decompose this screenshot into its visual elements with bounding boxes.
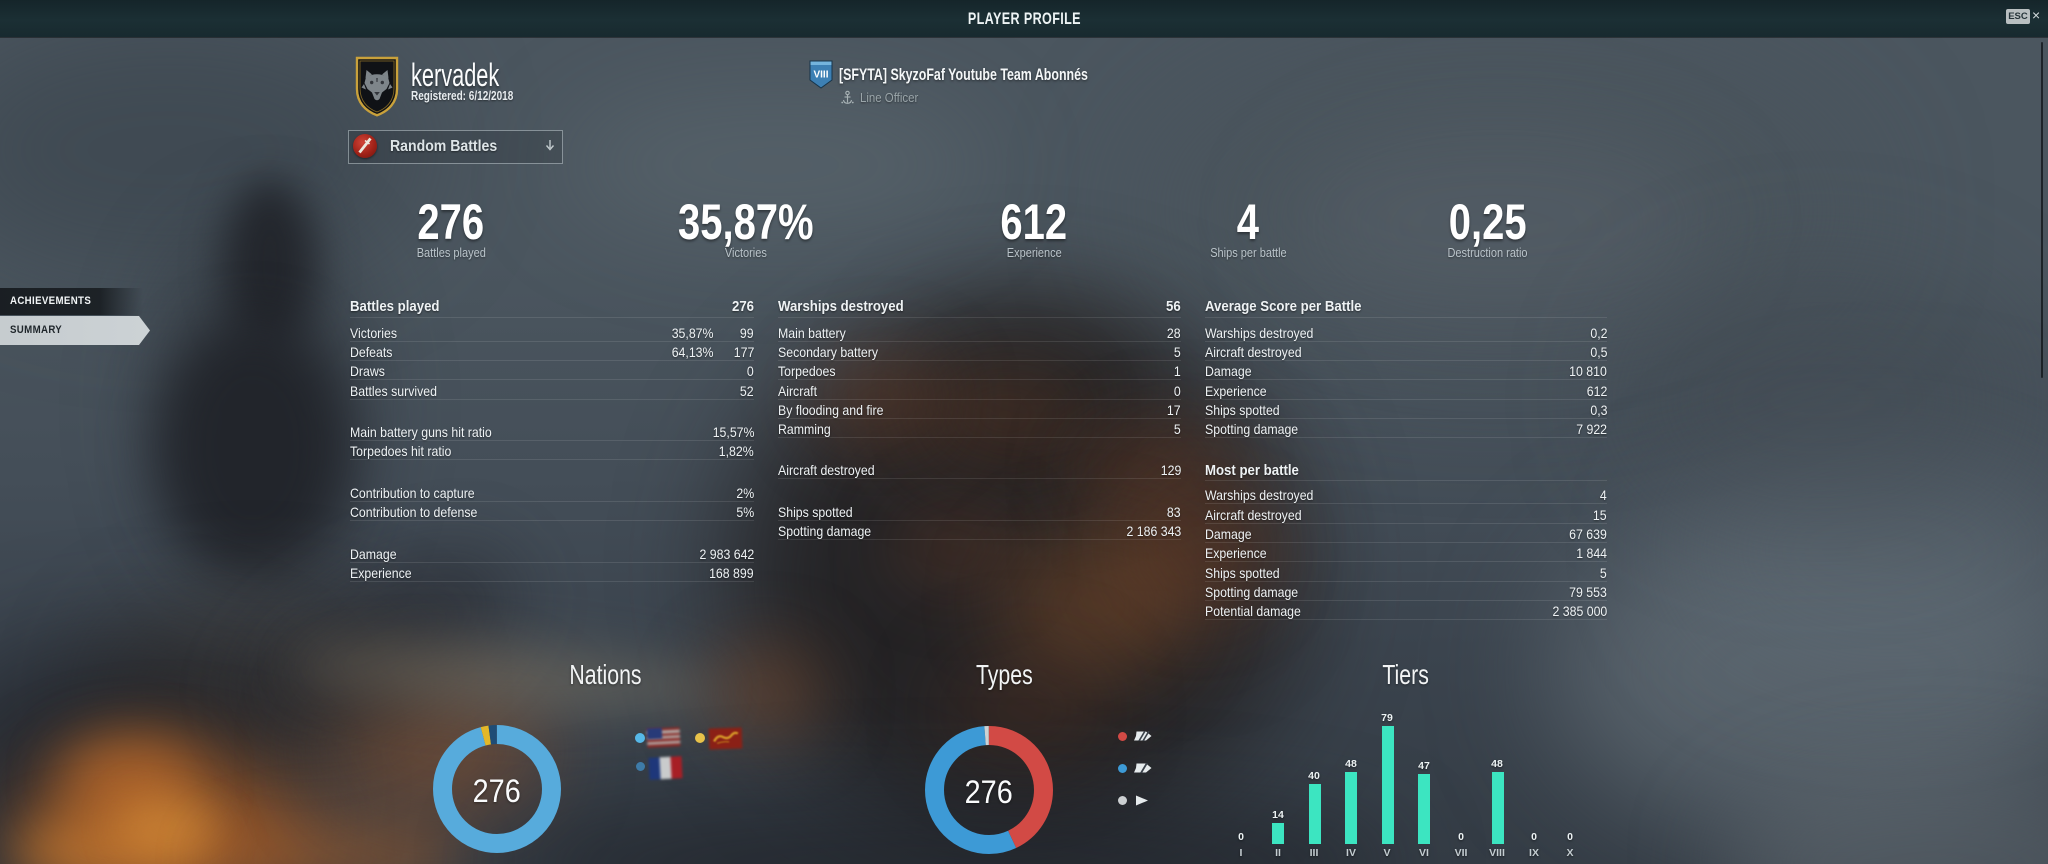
svg-text:VIII: VIII (813, 70, 828, 81)
